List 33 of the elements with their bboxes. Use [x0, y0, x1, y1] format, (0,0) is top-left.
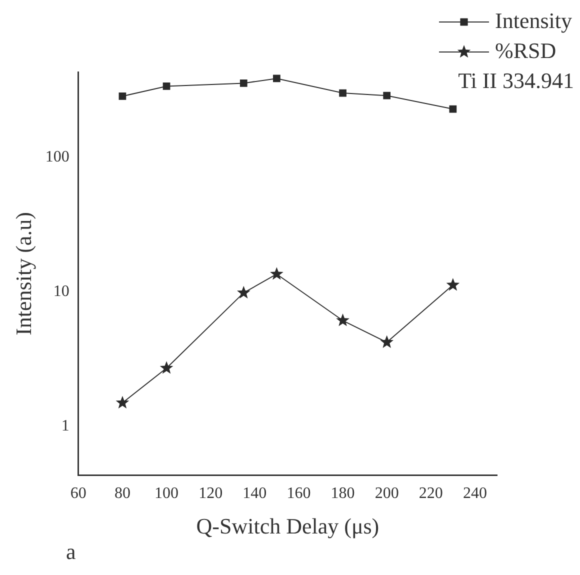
- point: [240, 80, 248, 87]
- x-tick-label: 140: [242, 485, 267, 502]
- point: [380, 335, 394, 348]
- legend-label: Intensity: [495, 8, 572, 33]
- legend-label: %RSD: [495, 38, 556, 63]
- y-tick-label: 100: [45, 148, 70, 166]
- x-tick-label: 240: [462, 485, 487, 502]
- x-tick-label: 180: [330, 485, 355, 502]
- point: [162, 82, 170, 90]
- point: [449, 105, 457, 113]
- point: [383, 92, 391, 100]
- point: [336, 314, 350, 326]
- x-tick-label: 100: [154, 485, 179, 502]
- point: [116, 396, 130, 408]
- point: [339, 89, 346, 97]
- point: [446, 278, 460, 291]
- x-axis-title: Q-Switch Delay (μs): [196, 514, 380, 539]
- y-tick-label: 1: [61, 417, 70, 434]
- point: [160, 361, 174, 374]
- y-axis-title: Intensity (a.u): [10, 212, 36, 336]
- point: [236, 286, 250, 298]
- point: [118, 92, 126, 100]
- x-tick-label: 200: [374, 485, 399, 502]
- x-tick-label: 220: [418, 485, 443, 502]
- x-tick-label: 120: [198, 485, 223, 502]
- y-tick-label: 10: [53, 282, 70, 300]
- text: a: [66, 538, 76, 564]
- point: [273, 74, 280, 82]
- point: [270, 267, 284, 280]
- x-tick-label: 80: [114, 485, 130, 502]
- x-tick-label: 60: [70, 485, 86, 502]
- annotation: Ti II 334.941: [458, 68, 574, 93]
- x-tick-label: 160: [286, 485, 311, 502]
